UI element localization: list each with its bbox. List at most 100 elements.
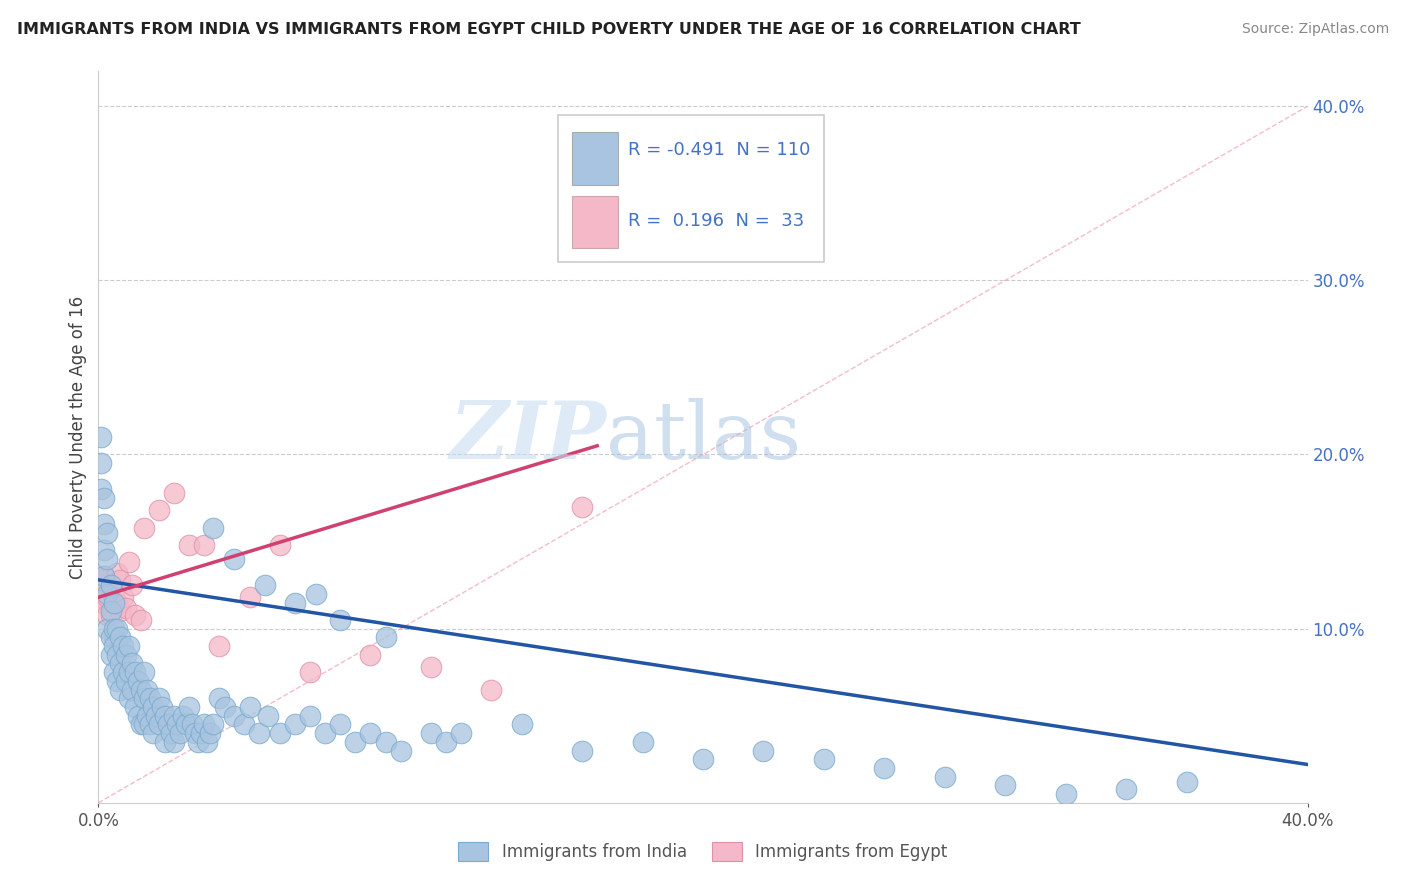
- Point: [481, 682, 503, 697]
- Y-axis label: Child Poverty Under the Age of 16: Child Poverty Under the Age of 16: [69, 295, 87, 579]
- Point: [103, 639, 125, 653]
- Point: [96, 587, 118, 601]
- Point: [160, 726, 183, 740]
- Point: [314, 726, 336, 740]
- Point: [374, 631, 396, 645]
- Point: [96, 591, 118, 605]
- Point: [114, 673, 136, 688]
- Point: [118, 691, 141, 706]
- Text: Source: ZipAtlas.com: Source: ZipAtlas.com: [1241, 22, 1389, 37]
- Point: [118, 556, 141, 570]
- Point: [145, 708, 167, 723]
- Point: [90, 573, 112, 587]
- Point: [129, 682, 152, 697]
- FancyBboxPatch shape: [558, 115, 824, 261]
- Point: [269, 726, 291, 740]
- Point: [105, 648, 128, 662]
- Point: [163, 485, 186, 500]
- Text: R =  0.196  N =  33: R = 0.196 N = 33: [628, 212, 804, 230]
- Point: [118, 665, 141, 680]
- Point: [139, 691, 162, 706]
- Point: [195, 735, 218, 749]
- Point: [232, 717, 254, 731]
- Point: [100, 578, 122, 592]
- Point: [1054, 787, 1077, 801]
- Point: [193, 717, 215, 731]
- Point: [100, 604, 122, 618]
- Point: [96, 607, 118, 622]
- Point: [202, 521, 225, 535]
- Point: [202, 717, 225, 731]
- Point: [631, 735, 654, 749]
- Point: [269, 538, 291, 552]
- Point: [193, 538, 215, 552]
- Point: [142, 726, 165, 740]
- Point: [93, 491, 115, 505]
- Point: [139, 717, 162, 731]
- Point: [239, 700, 262, 714]
- Point: [813, 752, 835, 766]
- Point: [93, 595, 115, 609]
- Point: [93, 517, 115, 532]
- Point: [256, 708, 278, 723]
- Point: [132, 717, 155, 731]
- Point: [103, 622, 125, 636]
- Point: [111, 639, 134, 653]
- Point: [179, 700, 201, 714]
- Point: [389, 743, 412, 757]
- Point: [420, 726, 443, 740]
- Point: [434, 735, 457, 749]
- Point: [132, 521, 155, 535]
- Point: [450, 726, 472, 740]
- Point: [284, 717, 307, 731]
- Point: [108, 631, 131, 645]
- Point: [114, 648, 136, 662]
- Point: [239, 591, 262, 605]
- Point: [994, 778, 1017, 792]
- Point: [108, 573, 131, 587]
- Point: [121, 657, 143, 671]
- Point: [360, 648, 382, 662]
- Point: [108, 604, 131, 618]
- Point: [873, 761, 896, 775]
- Point: [135, 708, 157, 723]
- Point: [214, 700, 236, 714]
- Point: [571, 743, 593, 757]
- Point: [108, 657, 131, 671]
- Point: [148, 691, 170, 706]
- Point: [190, 726, 212, 740]
- Point: [108, 682, 131, 697]
- Point: [132, 665, 155, 680]
- Point: [224, 552, 246, 566]
- Point: [329, 717, 352, 731]
- Point: [172, 708, 194, 723]
- FancyBboxPatch shape: [572, 132, 619, 185]
- Point: [90, 591, 112, 605]
- Point: [179, 538, 201, 552]
- Point: [90, 456, 112, 470]
- Point: [247, 726, 270, 740]
- Point: [100, 607, 122, 622]
- Point: [103, 631, 125, 645]
- Point: [105, 673, 128, 688]
- Point: [752, 743, 775, 757]
- Point: [90, 483, 112, 497]
- Point: [103, 591, 125, 605]
- Point: [156, 717, 179, 731]
- Point: [93, 543, 115, 558]
- Point: [148, 717, 170, 731]
- Point: [103, 665, 125, 680]
- Point: [150, 700, 173, 714]
- Point: [166, 717, 188, 731]
- Point: [121, 682, 143, 697]
- Point: [105, 622, 128, 636]
- Point: [93, 569, 115, 583]
- Point: [96, 525, 118, 540]
- Text: ZIP: ZIP: [450, 399, 606, 475]
- Point: [100, 648, 122, 662]
- Point: [299, 665, 322, 680]
- Point: [200, 726, 222, 740]
- Legend: Immigrants from India, Immigrants from Egypt: Immigrants from India, Immigrants from E…: [451, 835, 955, 868]
- Point: [124, 700, 146, 714]
- Point: [934, 770, 956, 784]
